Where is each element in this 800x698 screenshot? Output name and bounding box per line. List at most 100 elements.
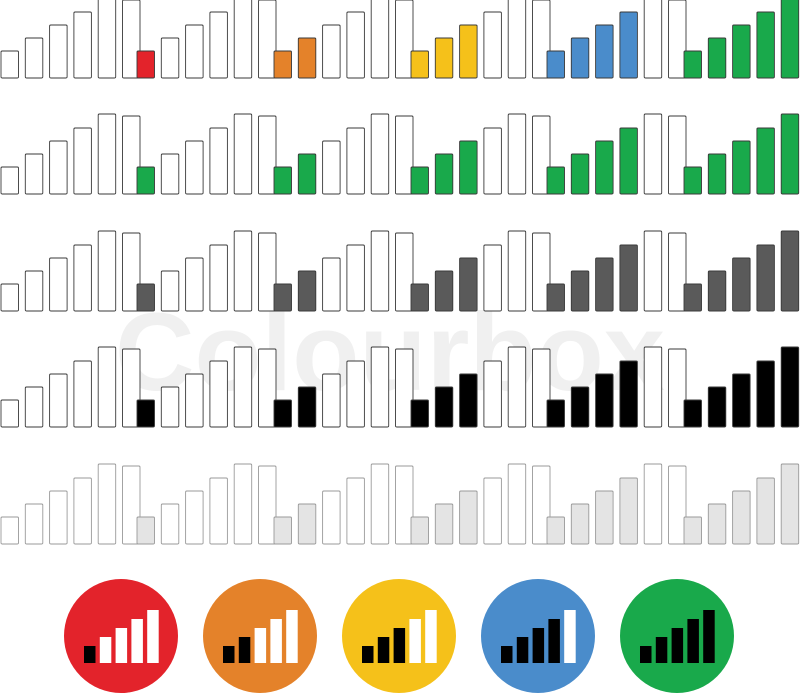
circle-bar-filled: [238, 637, 251, 663]
signal-bar-empty: [209, 244, 228, 312]
circle-bar-empty: [131, 619, 143, 663]
signal-icon-green-levels-2: [273, 113, 414, 195]
signal-bar-filled: [273, 283, 292, 312]
circle-signal-icon-orange: [203, 579, 317, 693]
signal-bar-empty: [24, 37, 44, 79]
signal-bar-filled: [683, 166, 702, 195]
signal-bar-empty: [370, 463, 390, 545]
signal-bar-filled: [619, 11, 638, 79]
circle-bar-filled: [223, 646, 235, 663]
signal-icon-dark-gray-levels-3: [410, 230, 551, 312]
signal-bar-filled: [273, 166, 292, 195]
signal-bar-filled: [410, 516, 429, 545]
signal-bar-empty: [160, 37, 180, 79]
signal-bar-filled: [756, 360, 775, 428]
signal-bar-empty: [185, 24, 204, 79]
signal-icon-black-levels-4: [546, 346, 687, 428]
signal-bar-empty: [258, 465, 277, 545]
signal-bar-filled: [434, 503, 454, 545]
signal-bar-filled: [297, 37, 317, 79]
signal-bar-empty: [346, 127, 365, 195]
signal-icon-dark-gray-levels-1: [136, 230, 277, 312]
signal-bar-empty: [122, 115, 141, 195]
signal-icon-green-levels-0: [0, 113, 141, 195]
signal-bar-filled: [732, 257, 751, 312]
signal-bar-empty: [49, 373, 68, 428]
circle-signal-icon-blue: [481, 579, 595, 693]
circle-bar-empty: [115, 628, 128, 663]
signal-bar-filled: [780, 230, 800, 312]
signal-bar-filled: [459, 373, 478, 428]
circle-bar-filled: [671, 628, 684, 663]
signal-icon-dark-gray-levels-5: [683, 230, 800, 312]
signal-icon-light-gray-levels-0: [0, 463, 141, 545]
signal-bar-empty: [395, 115, 414, 195]
circle-bar-empty: [409, 619, 421, 663]
signal-icon-colored-levels-3: [410, 0, 551, 79]
signal-bar-filled: [434, 270, 454, 312]
signal-bar-empty: [49, 257, 68, 312]
circle-bar-filled: [377, 637, 390, 663]
signal-bar-filled: [410, 283, 429, 312]
signal-bar-empty: [370, 346, 390, 428]
signal-bar-empty: [395, 465, 414, 545]
signal-bar-empty: [322, 373, 341, 428]
signal-bar-empty: [483, 360, 502, 428]
signal-bar-filled: [595, 24, 614, 79]
signal-bar-empty: [258, 232, 277, 312]
signal-bar-filled: [297, 270, 317, 312]
signal-bar-filled: [683, 283, 702, 312]
circle-icon-row: [64, 579, 734, 693]
signal-bar-filled: [459, 24, 478, 79]
signal-bar-empty: [346, 244, 365, 312]
signal-bar-empty: [532, 465, 551, 545]
signal-icon-black-levels-1: [136, 346, 277, 428]
circle-bar-filled: [548, 619, 560, 663]
signal-bar-empty: [122, 0, 141, 79]
signal-bar-filled: [136, 283, 155, 312]
signal-bar-empty: [209, 11, 228, 79]
signal-bar-empty: [322, 257, 341, 312]
signal-bar-empty: [483, 127, 502, 195]
signal-bar-empty: [97, 346, 117, 428]
signal-icon-dark-gray-levels-2: [273, 230, 414, 312]
signal-bar-empty: [668, 115, 687, 195]
signal-bar-empty: [49, 24, 68, 79]
signal-bar-filled: [297, 153, 317, 195]
signal-bar-empty: [209, 477, 228, 545]
circle-bar-empty: [254, 628, 267, 663]
signal-bar-empty: [346, 360, 365, 428]
signal-bar-empty: [233, 113, 253, 195]
signal-bar-filled: [136, 50, 155, 79]
signal-bar-filled: [546, 283, 565, 312]
circle-bar-filled: [703, 610, 715, 663]
signal-bar-empty: [49, 140, 68, 195]
circle-bar-filled: [501, 646, 513, 663]
signal-bar-empty: [532, 115, 551, 195]
signal-bar-empty: [322, 140, 341, 195]
signal-bar-filled: [683, 50, 702, 79]
signal-bar-filled: [595, 373, 614, 428]
circle-bar-empty: [564, 610, 576, 663]
signal-bar-empty: [507, 113, 527, 195]
signal-bar-empty: [73, 11, 92, 79]
circle-bar-empty: [425, 610, 437, 663]
signal-bar-filled: [707, 386, 727, 428]
signal-bar-empty: [97, 113, 117, 195]
signal-bar-filled: [459, 140, 478, 195]
signal-bar-filled: [756, 477, 775, 545]
signal-bar-empty: [24, 386, 44, 428]
circle-bar-filled: [516, 637, 529, 663]
signal-bar-empty: [643, 346, 663, 428]
signal-icon-colored-levels-1: [136, 0, 277, 79]
signal-icon-colored-levels-4: [546, 0, 687, 79]
signal-bar-filled: [780, 463, 800, 545]
signal-bar-empty: [233, 230, 253, 312]
circle-bar-empty: [286, 610, 298, 663]
signal-icon-green-levels-1: [136, 113, 277, 195]
signal-icon-green-levels-3: [410, 113, 551, 195]
signal-icon-dark-gray-levels-4: [546, 230, 687, 312]
signal-bar-filled: [780, 0, 800, 79]
circle-bar-filled: [84, 646, 96, 663]
signal-bar-empty: [370, 230, 390, 312]
